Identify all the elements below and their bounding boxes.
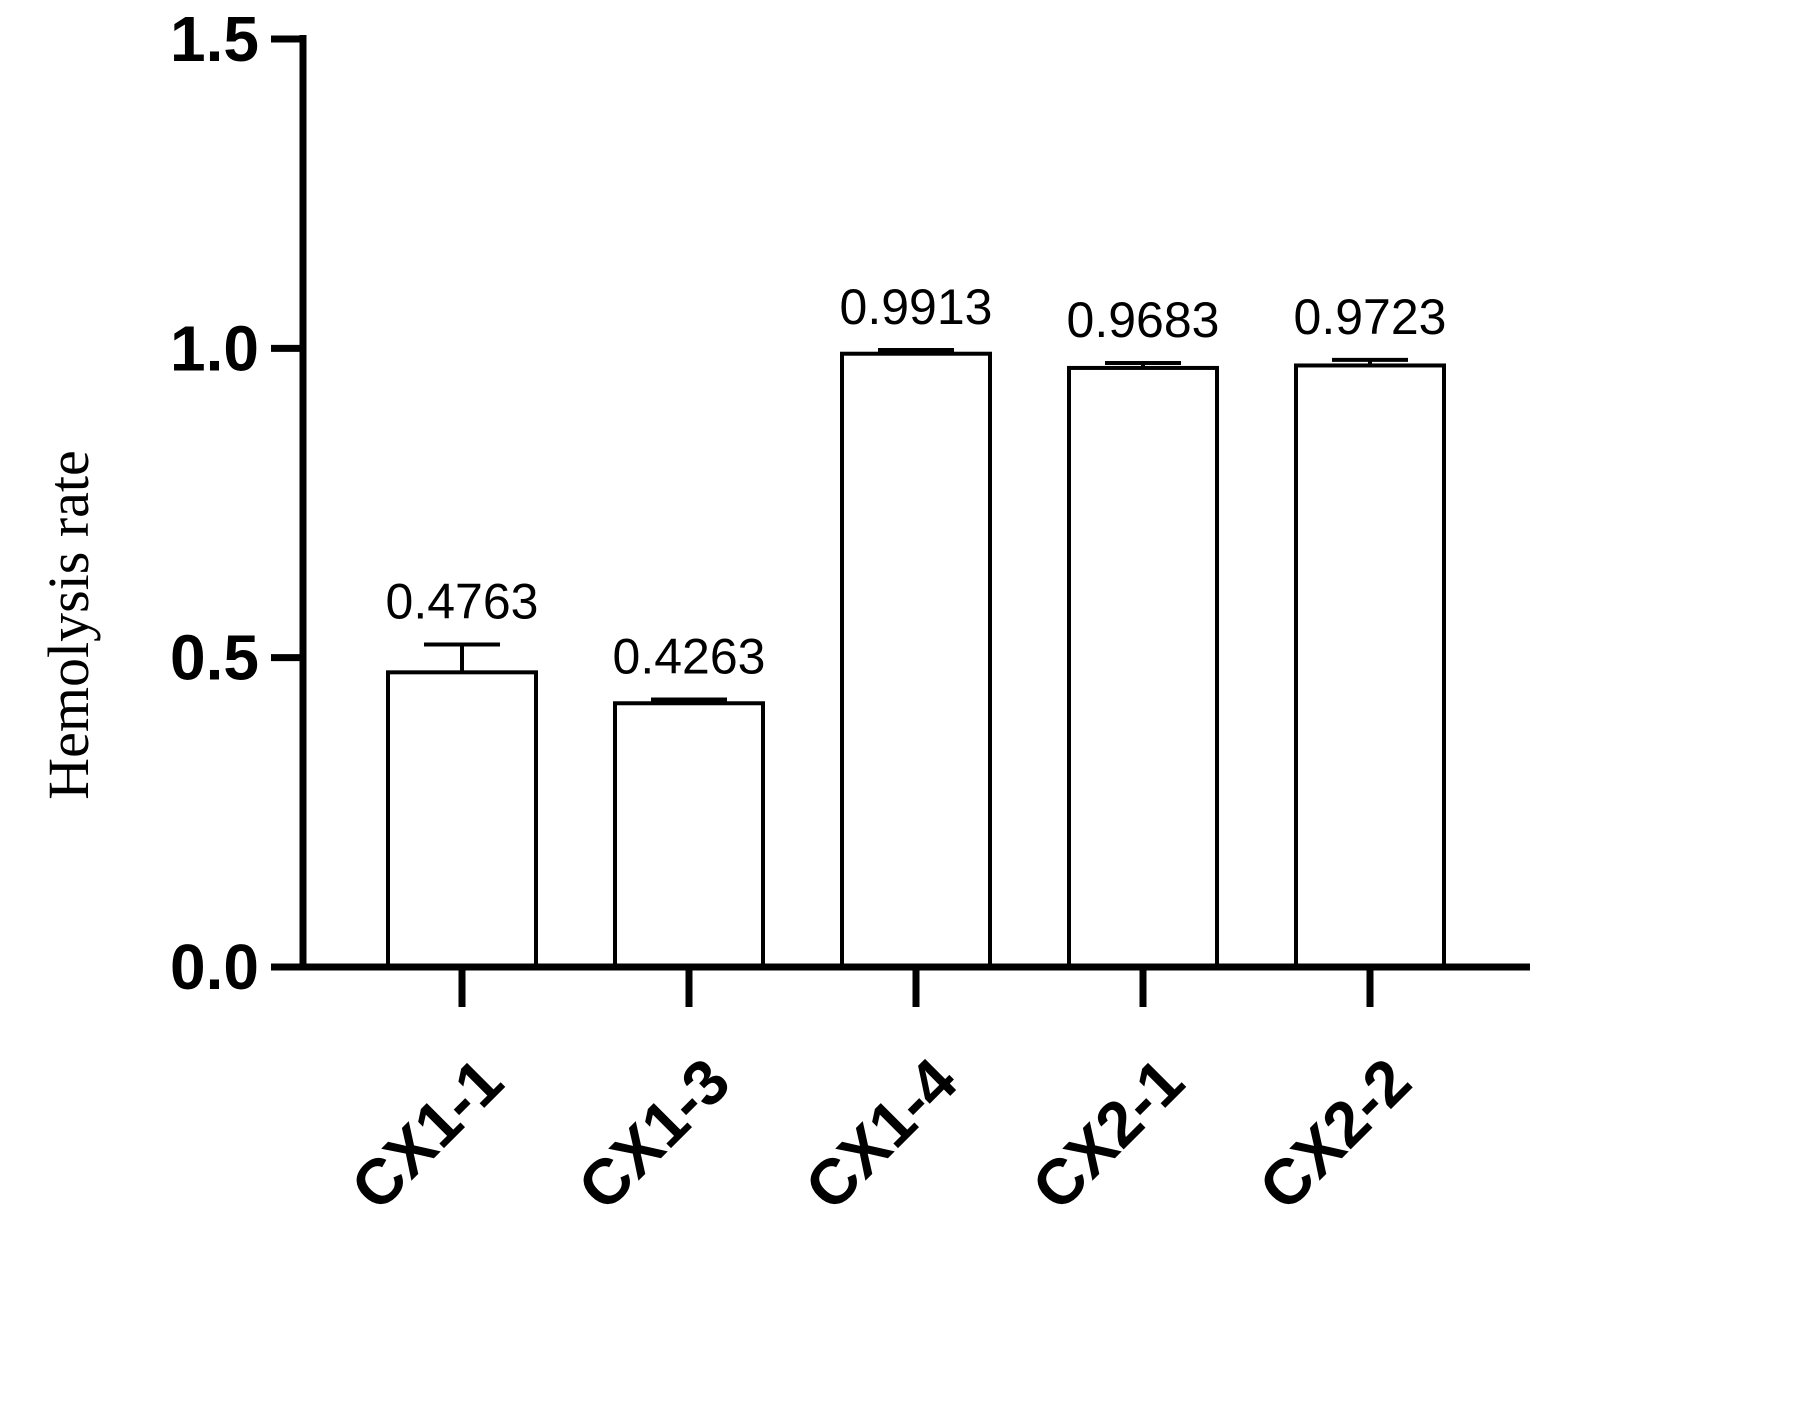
x-tick-label-CX1-4: CX1-4 xyxy=(791,1044,970,1223)
y-axis-title: Hemolysis rate xyxy=(36,450,101,800)
bar-CX2-2 xyxy=(1294,363,1446,969)
data-label-CX2-1: 0.9683 xyxy=(1067,292,1220,348)
data-label-CX1-3: 0.4263 xyxy=(613,629,766,685)
data-label-CX1-1: 0.4763 xyxy=(386,573,539,629)
labels-layer: 0.4763 CX1-1 0.4263 CX1-3 0.9913 CX1-4 0.9683 C… xyxy=(170,3,1446,1224)
axes-layer xyxy=(271,35,1530,1007)
y-tick-label-1.0: 1.0 xyxy=(170,312,259,384)
x-tick-label-CX2-1: CX2-1 xyxy=(1018,1045,1197,1224)
x-tick-label-CX2-2: CX2-2 xyxy=(1245,1045,1424,1224)
bar-CX1-3 xyxy=(613,701,765,969)
bar-CX1-1 xyxy=(386,670,538,969)
data-label-CX2-2: 0.9723 xyxy=(1294,289,1447,345)
y-tick-label-0.0: 0.0 xyxy=(170,931,259,1003)
y-tick-label-1.5: 1.5 xyxy=(170,3,259,75)
y-tick-label-0.5: 0.5 xyxy=(170,622,259,694)
bar-CX2-1 xyxy=(1067,365,1219,969)
x-tick-label-CX1-1: CX1-1 xyxy=(337,1045,516,1224)
bar-CX1-4 xyxy=(840,351,992,969)
x-tick-label-CX1-3: CX1-3 xyxy=(564,1045,743,1224)
error-bars-layer xyxy=(424,348,1408,704)
bars-layer xyxy=(386,351,1446,969)
data-label-CX1-4: 0.9913 xyxy=(840,279,993,335)
